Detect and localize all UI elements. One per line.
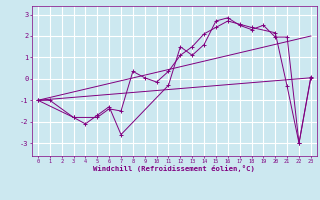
X-axis label: Windchill (Refroidissement éolien,°C): Windchill (Refroidissement éolien,°C) [93,165,255,172]
